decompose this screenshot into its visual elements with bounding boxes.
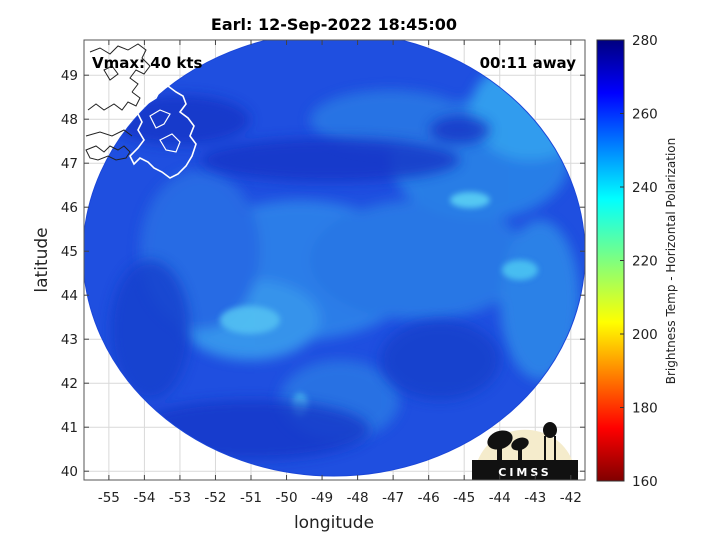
x-tick-label: -50 — [276, 490, 298, 506]
colorbar-ticks: 160 180 200 220 240 260 280 — [620, 33, 658, 490]
y-axis-label: latitude — [32, 227, 52, 292]
y-tick-label: 48 — [61, 112, 78, 128]
axis-tick-marks — [84, 40, 585, 480]
chart-title: Earl: 12-Sep-2022 18:45:00 — [211, 15, 457, 34]
colorbar-label: Brightness Temp - Horizontal Polarizatio… — [664, 138, 678, 385]
x-tick-label: -53 — [169, 490, 191, 506]
y-tick-label: 44 — [61, 288, 78, 304]
vmax-label: Vmax: 40 kts — [92, 54, 202, 72]
y-tick-label: 46 — [61, 200, 78, 216]
x-tick-label: -49 — [311, 490, 333, 506]
x-axis-label: longitude — [294, 513, 374, 533]
colorbar-tick-label: 160 — [632, 474, 658, 490]
colorbar-tick-label: 200 — [632, 327, 658, 343]
time-away-label: 00:11 away — [480, 54, 577, 72]
y-tick-label: 45 — [61, 244, 78, 260]
y-tick-label: 43 — [61, 332, 78, 348]
cimss-logo-text: CIMSS — [498, 466, 551, 479]
x-tick-label: -42 — [560, 490, 582, 506]
x-tick-label: -47 — [382, 490, 404, 506]
x-tick-label: -44 — [489, 490, 511, 506]
y-tick-labels: 40 41 42 43 44 45 46 47 48 49 — [61, 68, 78, 480]
y-tick-label: 40 — [61, 464, 78, 480]
x-tick-label: -54 — [133, 490, 155, 506]
colorbar-tick-label: 220 — [632, 254, 658, 270]
colorbar-tick-label: 280 — [632, 33, 658, 49]
y-tick-label: 41 — [61, 420, 78, 436]
colorbar: 160 180 200 220 240 260 280 Brightness Temp - … — [596, 33, 678, 490]
colorbar-tick-label: 240 — [632, 180, 658, 196]
colorbar-gradient — [596, 39, 625, 482]
x-tick-label: -46 — [418, 490, 440, 506]
x-tick-label: -45 — [453, 490, 475, 506]
coastline — [85, 43, 197, 179]
y-tick-label: 49 — [61, 68, 78, 84]
y-tick-label: 42 — [61, 376, 78, 392]
x-tick-label: -55 — [98, 490, 120, 506]
x-tick-labels: -55 -54 -53 -52 -51 -50 -49 -48 -47 -46 -45 -44 -43-… — [98, 490, 582, 506]
plot-area: Vmax: 40 kts 00:11 away CIMSS — [83, 39, 586, 481]
x-tick-label: -48 — [347, 490, 369, 506]
y-tick-label: 47 — [61, 156, 78, 172]
colorbar-tick-label: 260 — [632, 107, 658, 123]
x-tick-label: -52 — [204, 490, 226, 506]
x-tick-label: -51 — [240, 490, 262, 506]
colorbar-tick-label: 180 — [632, 401, 658, 417]
x-tick-label: -43 — [524, 490, 546, 506]
cimss-logo: CIMSS — [472, 422, 578, 480]
